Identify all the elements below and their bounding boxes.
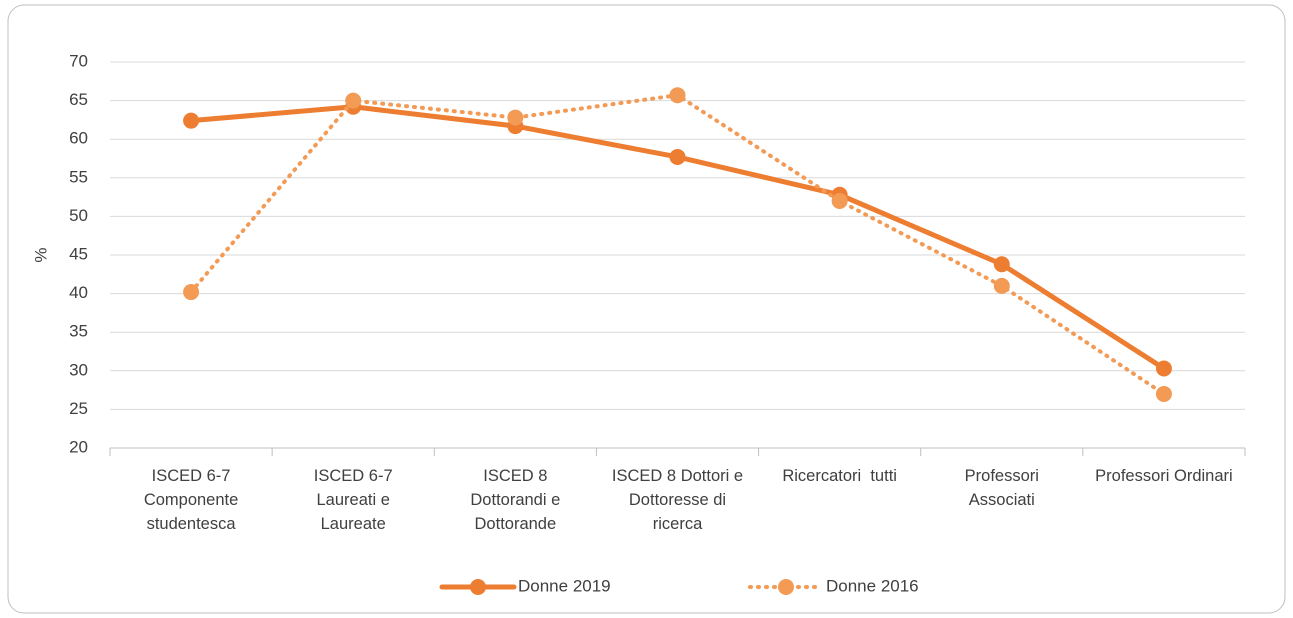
data-point <box>345 92 362 109</box>
chart-frame <box>7 4 1286 614</box>
data-point <box>1155 360 1172 377</box>
data-point <box>669 148 686 165</box>
y-tick-label: 35 <box>69 322 88 341</box>
x-tick-label: ISCED 6-7 Laureati e Laureate <box>313 467 398 533</box>
y-tick-label: 60 <box>69 129 88 148</box>
y-tick-label: 20 <box>69 437 88 456</box>
y-tick-label: 55 <box>69 167 88 186</box>
y-tick-label: 65 <box>69 90 88 109</box>
data-point <box>183 284 200 301</box>
x-tick-label: Professori Ordinari <box>1095 467 1233 485</box>
x-tick-label: ISCED 8 Dottori e Dottoresse di ricerca <box>611 467 748 533</box>
legend-label: Donne 2019 <box>518 576 611 595</box>
y-tick-label: 25 <box>69 399 88 418</box>
data-point <box>507 109 524 126</box>
y-tick-label: 70 <box>69 51 88 70</box>
x-tick-label: Professori Associati <box>964 467 1043 509</box>
x-tick-label: ISCED 8 Dottorandi e Dottorande <box>470 467 565 533</box>
y-tick-label: 45 <box>69 244 88 263</box>
data-point <box>993 277 1010 294</box>
y-tick-label: 40 <box>69 283 88 302</box>
legend-label: Donne 2016 <box>826 576 919 595</box>
data-point <box>831 192 848 209</box>
y-tick-label: 30 <box>69 360 88 379</box>
legend-marker <box>778 579 794 595</box>
data-point <box>993 256 1010 273</box>
y-axis-label: % <box>31 247 50 262</box>
x-tick-label: Ricercatori tutti <box>782 467 897 485</box>
x-tick-label: ISCED 6-7 Componente studentesca <box>143 467 243 533</box>
data-point <box>183 112 200 129</box>
y-tick-label: 50 <box>69 206 88 225</box>
legend-marker <box>470 579 486 595</box>
data-point <box>1155 385 1172 402</box>
data-point <box>669 87 686 104</box>
